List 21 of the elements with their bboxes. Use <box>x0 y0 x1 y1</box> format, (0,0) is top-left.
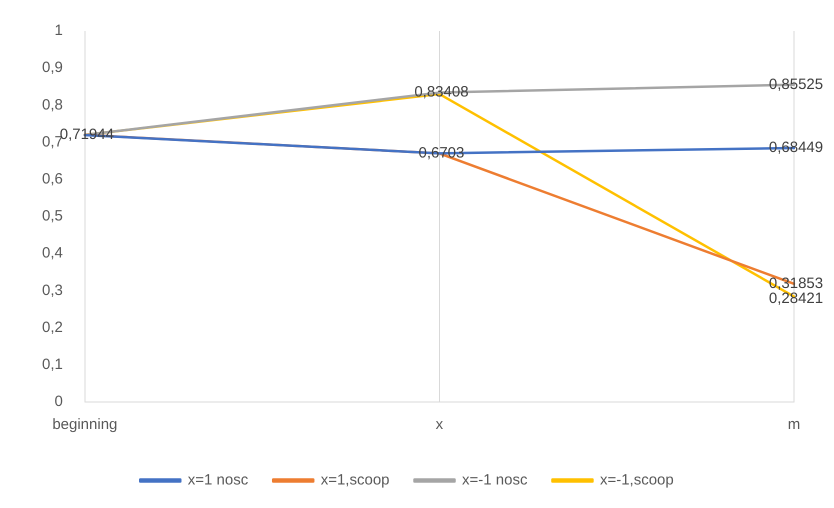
x-tick-label: m <box>788 416 800 434</box>
x-tick-label: beginning <box>52 416 118 434</box>
legend-label: x=-1 nosc <box>462 472 528 489</box>
legend-label: x=1,scoop <box>320 472 390 489</box>
legend-label: x=-1,scoop <box>600 472 674 489</box>
y-tick-label: 1 <box>54 22 63 40</box>
y-tick-label: 0,5 <box>42 208 63 225</box>
data-label: 0,68449 <box>768 139 824 156</box>
y-tick-label: 0,9 <box>42 59 63 76</box>
data-label: 0,83408 <box>414 84 469 101</box>
data-label: 0,28421 <box>768 290 824 307</box>
y-tick-label: 0,4 <box>42 244 63 262</box>
y-tick-label: 0,8 <box>42 96 63 114</box>
legend-label: x=1 nosc <box>188 472 249 489</box>
y-tick-label: 0,3 <box>42 282 63 299</box>
x-tick-label: x <box>436 416 444 434</box>
y-tick-label: 0 <box>54 393 63 410</box>
y-tick-label: 0,1 <box>42 356 63 374</box>
y-tick-label: 0,6 <box>42 170 63 188</box>
y-tick-label: 0,2 <box>42 318 63 336</box>
data-label: 0,85525 <box>768 76 824 93</box>
